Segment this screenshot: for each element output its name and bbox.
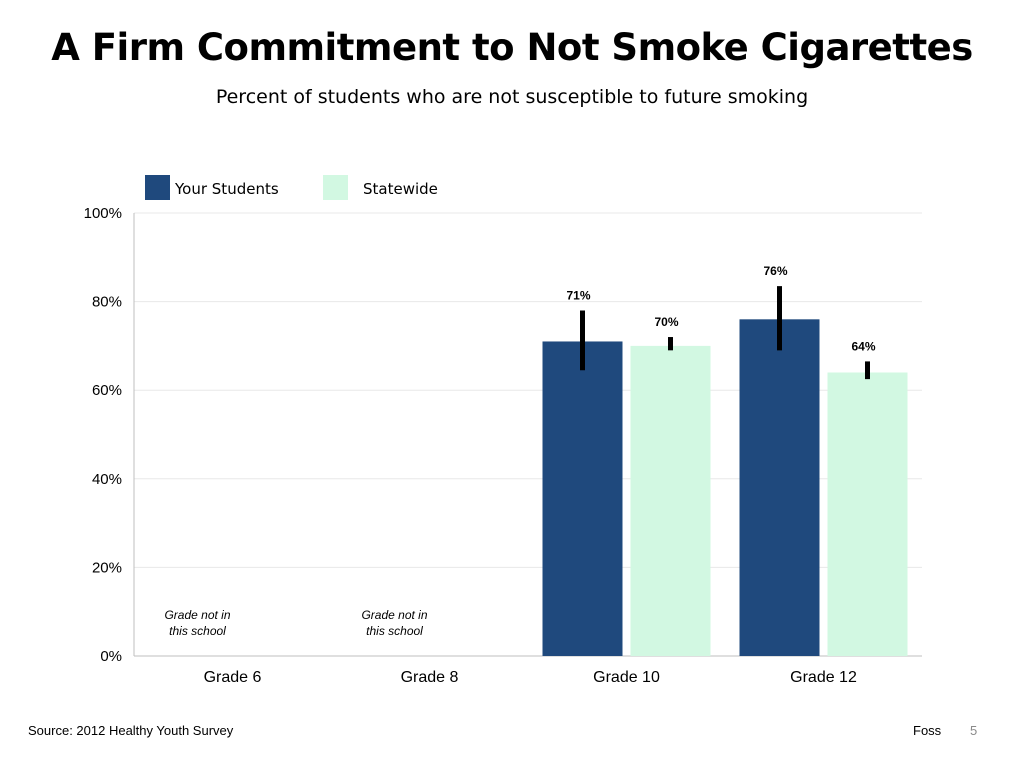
- data-label: 76%: [763, 264, 787, 278]
- y-tick-label: 0%: [100, 648, 122, 665]
- page-title: A Firm Commitment to Not Smoke Cigarette…: [51, 26, 973, 69]
- y-tick-label: 40%: [92, 471, 122, 488]
- bar: [542, 341, 623, 656]
- page-number: 5: [970, 723, 978, 738]
- legend-swatch: [323, 175, 348, 200]
- no-data-note: this school: [366, 624, 423, 638]
- x-tick-label: Grade 10: [593, 669, 660, 686]
- x-tick-label: Grade 12: [790, 669, 857, 686]
- y-tick-label: 60%: [92, 382, 122, 399]
- legend-swatch: [145, 175, 170, 200]
- bar: [630, 345, 711, 656]
- bar: [827, 372, 908, 656]
- bar: [739, 319, 820, 656]
- data-label: 64%: [851, 339, 875, 353]
- y-tick-label: 100%: [84, 205, 122, 222]
- page-subtitle: Percent of students who are not suscepti…: [215, 86, 809, 108]
- author-name: Foss: [913, 723, 942, 738]
- data-label: 71%: [566, 288, 590, 302]
- no-data-note: Grade not in: [361, 608, 427, 622]
- data-label: 70%: [654, 315, 678, 329]
- legend-label: Statewide: [363, 180, 438, 198]
- legend-label: Your Students: [174, 180, 279, 198]
- x-tick-label: Grade 6: [204, 669, 262, 686]
- no-data-note: Grade not in: [164, 608, 230, 622]
- y-tick-label: 80%: [92, 294, 122, 311]
- source-note: Source: 2012 Healthy Youth Survey: [28, 723, 234, 738]
- y-tick-label: 20%: [92, 559, 122, 576]
- no-data-note: this school: [169, 624, 226, 638]
- x-tick-label: Grade 8: [401, 669, 459, 686]
